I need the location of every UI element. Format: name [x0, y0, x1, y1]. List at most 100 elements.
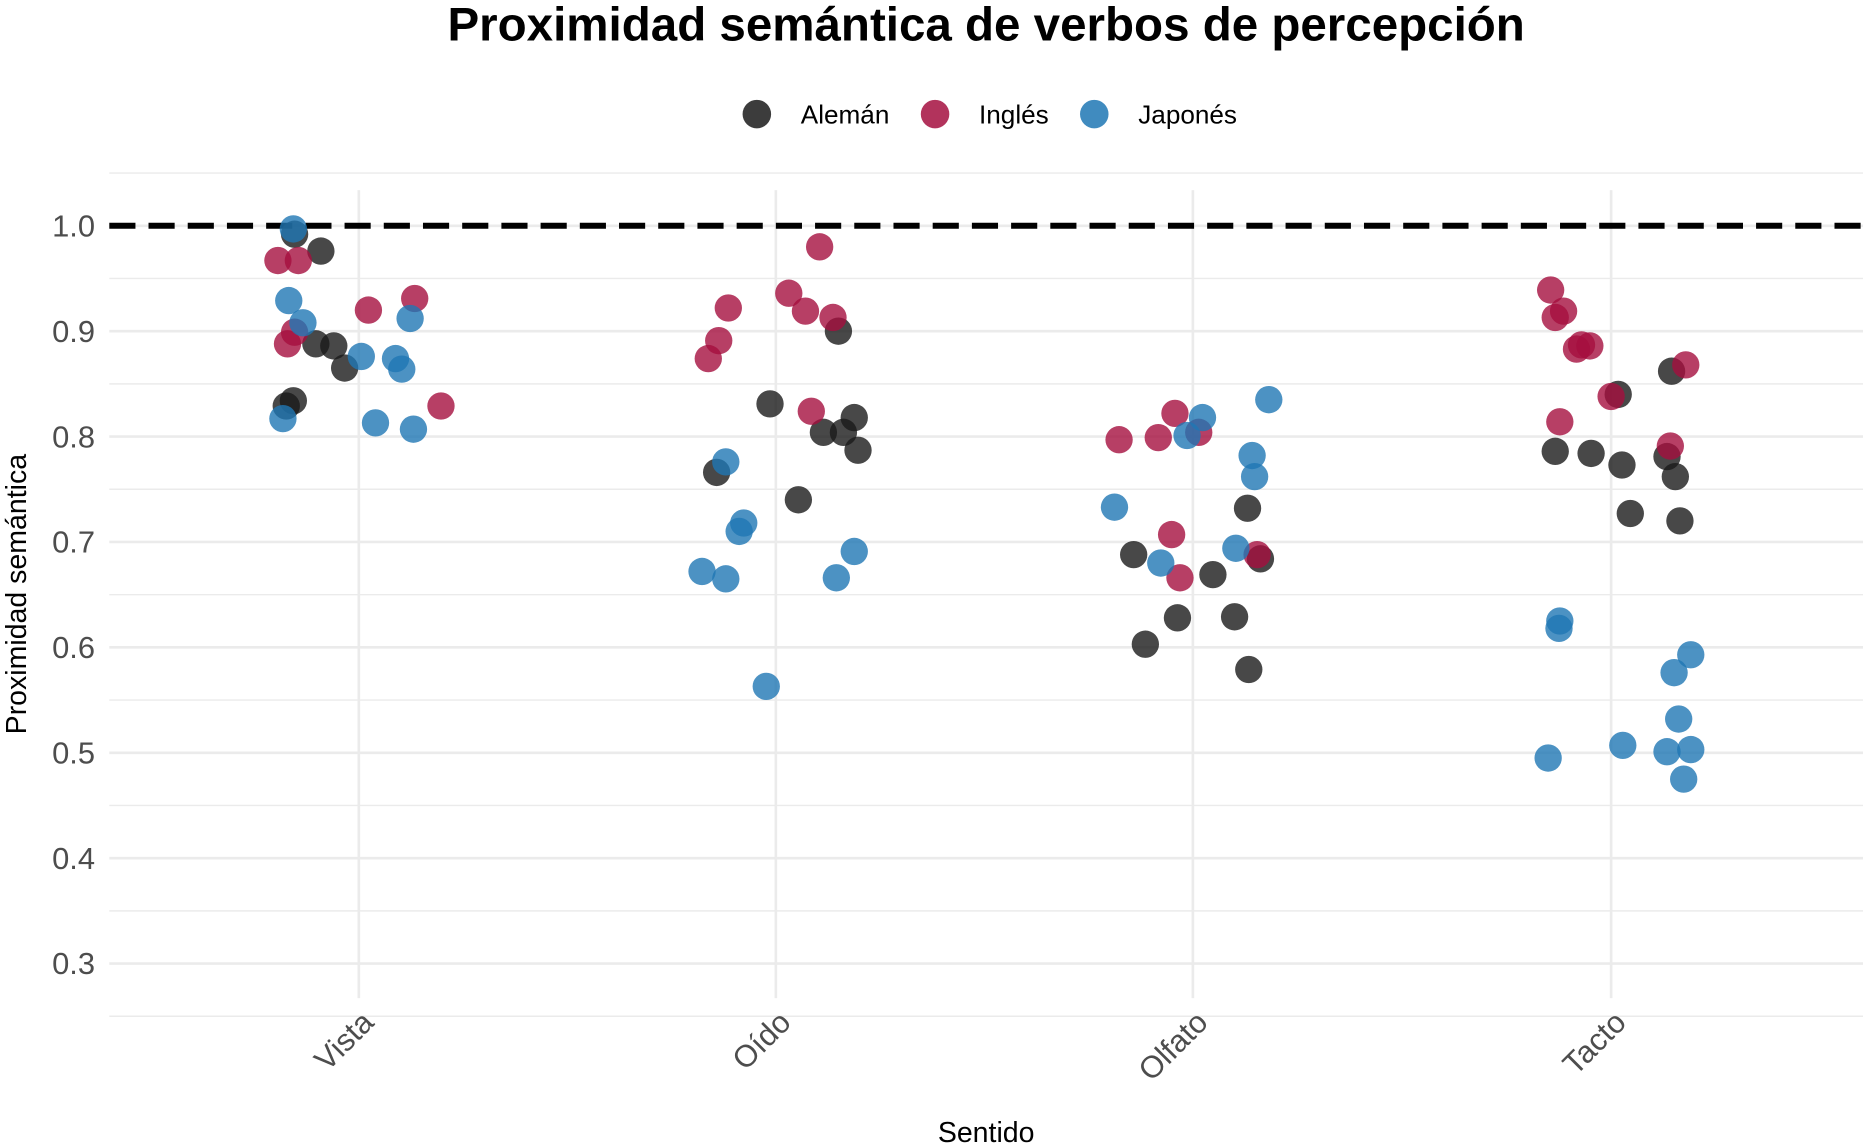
data-point [1562, 335, 1591, 363]
data-point [1545, 614, 1573, 643]
y-axis-label: Proximidad semántica [1, 454, 33, 735]
data-point [1616, 499, 1644, 528]
data-point [1541, 437, 1569, 465]
data-point [264, 246, 292, 275]
data-point [1166, 564, 1194, 592]
data-point [756, 390, 784, 418]
data-point [1546, 408, 1574, 436]
data-point [1144, 423, 1172, 452]
data-point [1131, 630, 1160, 658]
data-point [275, 286, 303, 315]
data-point [1235, 655, 1263, 684]
legend-marker [742, 99, 772, 129]
data-point [840, 403, 868, 432]
data-point [819, 303, 847, 332]
legend-label: Inglés [979, 100, 1049, 130]
y-tick-label: 1.0 [52, 208, 95, 243]
legend-marker [920, 99, 950, 129]
x-axis-label: Sentido [938, 1117, 1035, 1145]
data-point [1161, 399, 1189, 428]
y-axis-ticks: 0.3 0.4 0.5 0.6 0.7 0.8 0.9 1.0 [52, 208, 95, 981]
data-point [1670, 765, 1698, 793]
data-point [1243, 540, 1271, 569]
data-point [388, 355, 416, 383]
y-tick-label: 0.9 [52, 314, 95, 349]
data-point [1173, 421, 1201, 450]
data-point [1656, 432, 1684, 460]
data-point [809, 418, 838, 447]
data-point [1536, 276, 1565, 304]
data-point [1199, 560, 1227, 589]
data-point [279, 215, 308, 243]
data-point [1100, 493, 1129, 521]
data-point [1677, 641, 1705, 669]
data-point [784, 486, 813, 514]
x-tick-label: Vista [308, 1004, 381, 1077]
data-point [1609, 731, 1637, 760]
legend-marker [1080, 99, 1109, 129]
data-point [354, 296, 383, 324]
y-tick-label: 0.3 [52, 946, 95, 981]
data-point [1577, 439, 1605, 468]
y-tick-label: 0.8 [52, 419, 95, 454]
data-point [1677, 735, 1705, 764]
y-tick-label: 0.6 [52, 630, 95, 665]
data-point [822, 564, 850, 592]
data-point [714, 294, 742, 322]
data-point [1120, 540, 1148, 569]
data-point [694, 344, 722, 373]
data-point [1105, 426, 1133, 454]
data-point [775, 279, 803, 307]
data-point [1233, 494, 1262, 522]
legend-label: Alemán [801, 100, 890, 130]
data-point [1666, 507, 1694, 535]
data-point [1660, 658, 1688, 687]
data-point [1188, 403, 1217, 432]
y-tick-label: 0.7 [52, 525, 95, 560]
data-point [1147, 549, 1175, 577]
data-point [269, 404, 297, 433]
data-point [1534, 744, 1562, 772]
data-point [725, 517, 753, 546]
data-point [1661, 462, 1690, 491]
data-point [1255, 386, 1283, 414]
data-point [427, 392, 455, 420]
data-point [1240, 462, 1269, 491]
data-point [399, 415, 428, 443]
data-point [797, 397, 825, 425]
data-point [840, 537, 868, 566]
x-tick-label: Oído [725, 1004, 797, 1076]
data-point [805, 233, 834, 261]
data-point [844, 436, 872, 464]
data-point [712, 565, 740, 593]
chart-title: Proximidad semántica de verbos de percep… [447, 0, 1524, 51]
data-point [752, 672, 780, 701]
legend-label: Japonés [1138, 100, 1237, 130]
data-point [1157, 520, 1186, 549]
data-point [1222, 534, 1250, 562]
legend: Alemán Inglés Japonés [742, 99, 1237, 130]
data-point [1608, 451, 1636, 479]
data-point [1541, 303, 1569, 332]
data-point [347, 342, 375, 371]
data-point [1597, 382, 1625, 411]
gridlines [109, 172, 1863, 1017]
data-point [791, 297, 820, 325]
data-point [289, 309, 317, 337]
data-point [396, 304, 424, 333]
data-point [1672, 351, 1700, 379]
data-point [712, 448, 740, 476]
data-point [1220, 603, 1249, 631]
data-point [361, 409, 390, 437]
data-point [1163, 604, 1192, 632]
data-point [284, 246, 313, 275]
data-point [1665, 705, 1693, 733]
data-point [688, 557, 716, 586]
y-tick-label: 0.4 [52, 841, 95, 876]
data-point [1653, 738, 1681, 766]
data-point [1238, 441, 1266, 470]
data-points [264, 215, 1705, 793]
data-point [320, 332, 348, 360]
data-point [307, 237, 335, 265]
